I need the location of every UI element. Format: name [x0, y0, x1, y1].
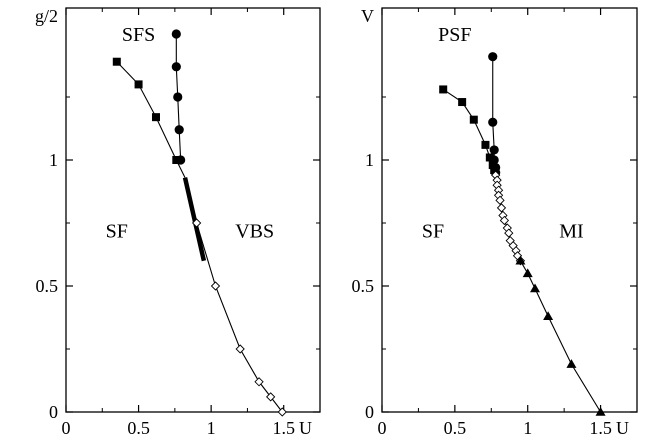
square-marker [490, 166, 499, 175]
x-tick-label: 0.5 [127, 418, 150, 438]
phase-boundary-line [196, 222, 283, 413]
phase-boundary-line [519, 260, 602, 413]
phase-region-label: PSF [438, 24, 471, 46]
square-marker [488, 161, 497, 170]
square-marker [469, 115, 478, 124]
diamond-marker [499, 215, 510, 226]
x-tick-label: 0 [62, 418, 71, 438]
plot-frame [381, 7, 638, 413]
y-tick-label: 0 [365, 402, 374, 422]
phase-boundary-line [116, 61, 177, 161]
square-marker [134, 80, 143, 89]
y-tick-label: 1 [49, 150, 58, 170]
diamond-marker [191, 218, 202, 228]
diamond-marker [495, 195, 505, 205]
x-axis-label: U [616, 418, 629, 438]
circle-marker [174, 125, 184, 135]
square-marker [439, 85, 448, 94]
thick-boundary-line [182, 177, 207, 262]
square-marker [458, 98, 467, 107]
circle-marker [488, 52, 498, 62]
triangle-marker [595, 407, 606, 416]
x-axis-label: U [299, 418, 312, 438]
triangle-marker [522, 268, 533, 278]
diamond-marker [254, 377, 264, 387]
left-phase-diagram-panel: 0 0.5 1 1.5 0 0.5 1 g/2 U SFS SF VBS [35, 6, 321, 438]
diamond-marker [277, 407, 287, 417]
circle-marker [488, 117, 498, 127]
phase-region-label: SFS [122, 24, 155, 46]
diamond-marker [210, 281, 221, 291]
y-tick-label: 0 [49, 402, 58, 422]
square-marker [481, 140, 490, 149]
x-tick-label: 1 [207, 418, 216, 438]
triangle-marker [543, 311, 554, 320]
circle-marker [171, 29, 181, 39]
phase-region-label: SF [106, 221, 128, 243]
x-tick-label: 1 [523, 418, 532, 438]
phase-region-label: VBS [235, 221, 274, 243]
diamond-marker [504, 228, 514, 238]
phase-region-label: MI [559, 221, 583, 243]
diamond-marker [235, 344, 245, 354]
phase-region-label: SF [422, 221, 444, 243]
x-tick-label: 0.5 [444, 418, 467, 438]
y-tick-label: 0.5 [352, 276, 375, 296]
y-tick-label: 0.5 [36, 276, 59, 296]
square-marker [112, 57, 121, 66]
y-tick-label: 1 [365, 150, 374, 170]
triangle-marker [515, 255, 526, 265]
x-tick-label: 1.5 [589, 418, 612, 438]
circle-marker [171, 62, 181, 72]
x-tick-label: 1.5 [272, 418, 295, 438]
circle-marker [489, 145, 499, 155]
diamond-marker [496, 203, 507, 213]
square-marker [151, 113, 160, 122]
y-axis-label: V [361, 6, 374, 26]
square-marker [485, 153, 494, 162]
right-phase-diagram-panel: 0 0.5 1 1.5 0 0.5 1 V U PSF SF MI [352, 6, 638, 438]
x-tick-label: 0 [378, 418, 387, 438]
square-marker [172, 156, 181, 164]
y-axis-label: g/2 [35, 6, 58, 26]
triangle-marker [530, 283, 540, 293]
triangle-marker [566, 359, 577, 368]
plot-frame [65, 7, 321, 413]
diamond-marker [266, 392, 276, 402]
circle-marker [173, 92, 183, 102]
